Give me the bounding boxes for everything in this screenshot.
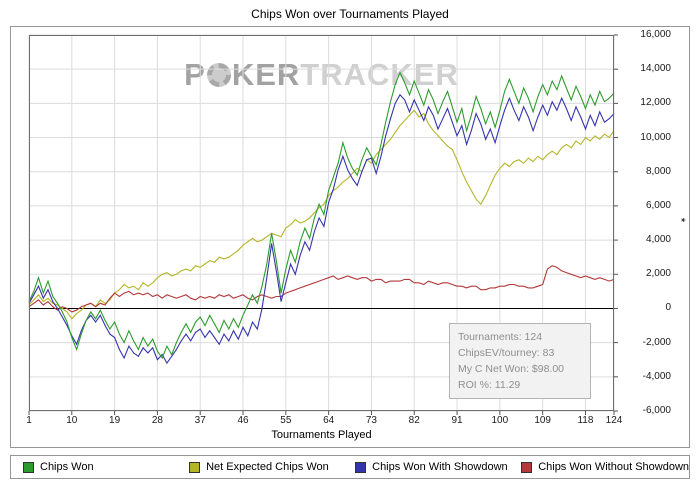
series-line-1 bbox=[28, 109, 615, 320]
chips-won-swatch-icon bbox=[23, 461, 34, 473]
x-tick-label: 109 bbox=[534, 415, 551, 426]
y-tick-label: 0 bbox=[665, 302, 671, 314]
y-tick-label: -2,000 bbox=[642, 336, 671, 348]
series-line-2 bbox=[28, 93, 615, 365]
x-tick-label: 1 bbox=[26, 415, 32, 426]
x-tick-label: 46 bbox=[237, 415, 249, 426]
x-tick-label: 73 bbox=[365, 415, 377, 426]
legend-label-net-expected: Net Expected Chips Won bbox=[206, 461, 329, 473]
y-tick-label: 12,000 bbox=[640, 97, 671, 109]
x-tick-label: 64 bbox=[323, 415, 335, 426]
y-tick-label: -6,000 bbox=[642, 405, 671, 416]
poker-chip-icon bbox=[206, 63, 231, 87]
x-tick-label: 91 bbox=[451, 415, 463, 426]
x-axis-title: Tournaments Played bbox=[271, 429, 372, 441]
y-tick-label: 2,000 bbox=[645, 268, 671, 280]
y-tick-label: 4,000 bbox=[645, 234, 671, 246]
plot-border bbox=[29, 35, 614, 411]
x-tick-label: 19 bbox=[109, 415, 121, 426]
x-tick-label: 118 bbox=[577, 415, 594, 426]
y-tick-label: 14,000 bbox=[640, 63, 671, 75]
y-tick-label: 16,000 bbox=[640, 29, 671, 40]
chart-title: Chips Won over Tournaments Played bbox=[251, 7, 449, 21]
legend-item-chips-won-with-showdown[interactable]: Chips Won With Showdown bbox=[343, 461, 509, 473]
series-line-0 bbox=[28, 71, 615, 360]
x-tick-label: 37 bbox=[194, 415, 206, 426]
tooltip-chipsev: ChipsEV/tourney: 83 bbox=[458, 347, 555, 359]
tooltip-tournaments: Tournaments: 124 bbox=[458, 331, 543, 343]
watermark-text-tracker: TRACKER bbox=[300, 57, 459, 92]
y-tick-label: 10,000 bbox=[640, 131, 671, 143]
x-tick-label: 124 bbox=[605, 415, 623, 426]
legend-label-chips-won: Chips Won bbox=[40, 461, 94, 473]
legend-label-without-showdown: Chips Won Without Showdown bbox=[538, 461, 690, 473]
legend-item-net-expected-chips-won[interactable]: Net Expected Chips Won bbox=[177, 461, 343, 473]
with-showdown-swatch-icon bbox=[355, 461, 367, 473]
legend: Chips Won Net Expected Chips Won Chips W… bbox=[10, 455, 690, 479]
x-tick-label: 28 bbox=[151, 415, 163, 426]
without-showdown-swatch-icon bbox=[521, 461, 533, 473]
chart-panel: P KERTRACKER 1 10 19 28 37 46 55 64 73 82 91 100 109 1… bbox=[10, 26, 690, 448]
x-tick-label: 82 bbox=[408, 415, 420, 426]
legend-item-chips-won[interactable]: Chips Won bbox=[11, 461, 177, 473]
legend-item-chips-won-without-showdown[interactable]: Chips Won Without Showdown bbox=[509, 461, 689, 473]
y-tick-label: -4,000 bbox=[642, 370, 671, 382]
series-line-3 bbox=[28, 265, 615, 313]
legend-label-with-showdown: Chips Won With Showdown bbox=[372, 461, 508, 473]
stats-tooltip: Tournaments: 124 ChipsEV/tourney: 83 My … bbox=[449, 323, 591, 399]
x-tick-label: 55 bbox=[280, 415, 292, 426]
y-axis-title: * bbox=[674, 217, 688, 223]
net-expected-swatch-icon bbox=[189, 461, 201, 473]
x-tick-label: 100 bbox=[491, 415, 509, 426]
y-tick-label: 6,000 bbox=[645, 199, 671, 211]
watermark-text-p: P bbox=[184, 57, 206, 92]
x-tick-label: 10 bbox=[66, 415, 78, 426]
tooltip-net-won: My C Net Won: $98.00 bbox=[458, 363, 565, 375]
y-tick-label: 8,000 bbox=[645, 165, 671, 177]
tooltip-roi: ROI %: 11.29 bbox=[458, 379, 521, 391]
